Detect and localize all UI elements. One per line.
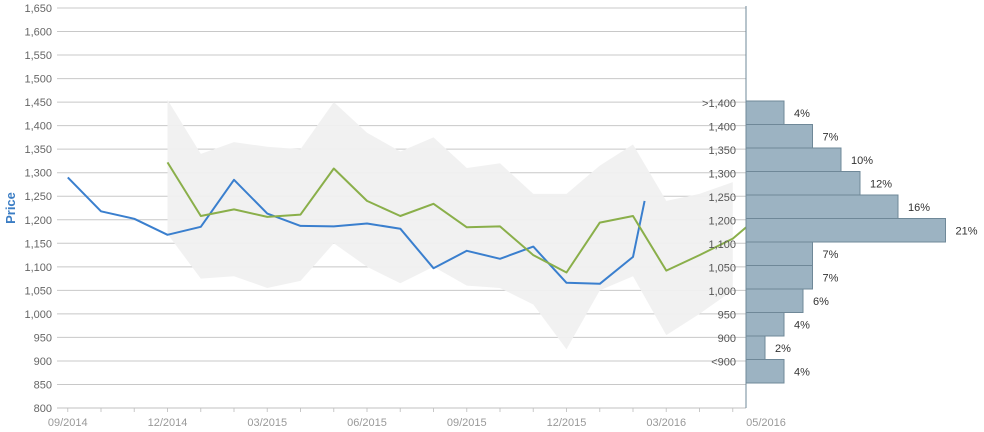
x-tick-label: 06/2015 [347,417,387,429]
distribution-percent: 2% [775,343,791,355]
y-tick-label: 850 [34,379,52,391]
distribution-bar [745,194,899,219]
x-tick-label: 05/2016 [746,417,786,429]
y-tick-label: 1,000 [24,309,52,321]
axes: 800 850 900 950 1,000 1,050 1,100 1,150 1,200 1,2… [24,3,785,429]
y-tick-label: 1,500 [24,74,52,86]
distribution-percent: 16% [908,202,930,214]
distribution-percent: 7% [823,249,839,261]
y-tick-label: 1,050 [24,285,52,297]
distribution-bucket-label: 1,300 [708,169,736,181]
y-axis-label: Price [3,192,18,224]
distribution-percent: 4% [794,108,810,120]
x-tick-label: 12/2014 [148,417,188,429]
distribution-bar [745,359,785,384]
y-tick-label: 1,350 [24,144,52,156]
price-range-band [167,99,733,350]
distribution-bucket-label: 950 [718,310,736,322]
distribution-bar [745,147,842,172]
x-tick-label: 03/2016 [646,417,686,429]
distribution-percent: 10% [851,155,873,167]
x-tick-label: 09/2014 [48,417,88,429]
distribution-bucket-label: 1,050 [708,263,736,275]
y-tick-label: 1,300 [24,168,52,180]
distribution-bar [745,288,804,313]
distribution-bucket-label: 1,350 [708,145,736,157]
distribution-bucket-label: <900 [711,357,736,369]
range-band-area [167,99,733,350]
y-tick-label: 1,650 [24,3,52,15]
y-tick-label: 1,400 [24,121,52,133]
y-tick-label: 900 [34,356,52,368]
x-tick-label: 03/2015 [247,417,287,429]
price-lines [67,161,751,285]
distribution-bucket-label: 1,400 [708,122,736,134]
distribution-bar [745,265,813,290]
distribution-bucket-label: 1,000 [708,286,736,298]
y-tick-label: 1,100 [24,262,52,274]
y-tick-label: 1,250 [24,191,52,203]
y-tick-label: 1,150 [24,238,52,250]
y-tick-label: 1,600 [24,27,52,39]
distribution-bar [745,218,946,243]
y-tick-label: 1,200 [24,215,52,227]
distribution-bucket-label: 1,250 [708,192,736,204]
y-tick-label: 1,550 [24,50,52,62]
distribution-bar [745,241,813,266]
blue-price-line [67,176,646,285]
distribution-bar [745,124,813,149]
distribution-bar [745,100,785,125]
distribution-percent: 4% [794,367,810,379]
y-tick-label: 800 [34,403,52,415]
distribution-percent: 21% [956,226,978,238]
x-tick-label: 12/2015 [547,417,587,429]
y-tick-label: 1,450 [24,97,52,109]
distribution-bucket-label: 1,100 [708,239,736,251]
distribution-bar [745,312,785,337]
distribution-bucket-label: 900 [718,333,736,345]
distribution-percent: 6% [813,296,829,308]
distribution-percent: 7% [823,273,839,285]
x-tick-label: 09/2015 [447,417,487,429]
green-price-line [166,161,751,274]
y-tick-label: 950 [34,332,52,344]
distribution-percent: 4% [794,320,810,332]
distribution-bar [745,335,766,360]
distribution-histogram: 4% >1,400 7% 1,400 10% 1,350 12% 1,300 16% 1,250 2… [702,98,978,384]
distribution-bucket-label: >1,400 [702,98,736,110]
distribution-percent: 7% [823,132,839,144]
distribution-bucket-label: 1,200 [708,216,736,228]
distribution-percent: 12% [870,179,892,191]
distribution-bar [745,171,861,196]
